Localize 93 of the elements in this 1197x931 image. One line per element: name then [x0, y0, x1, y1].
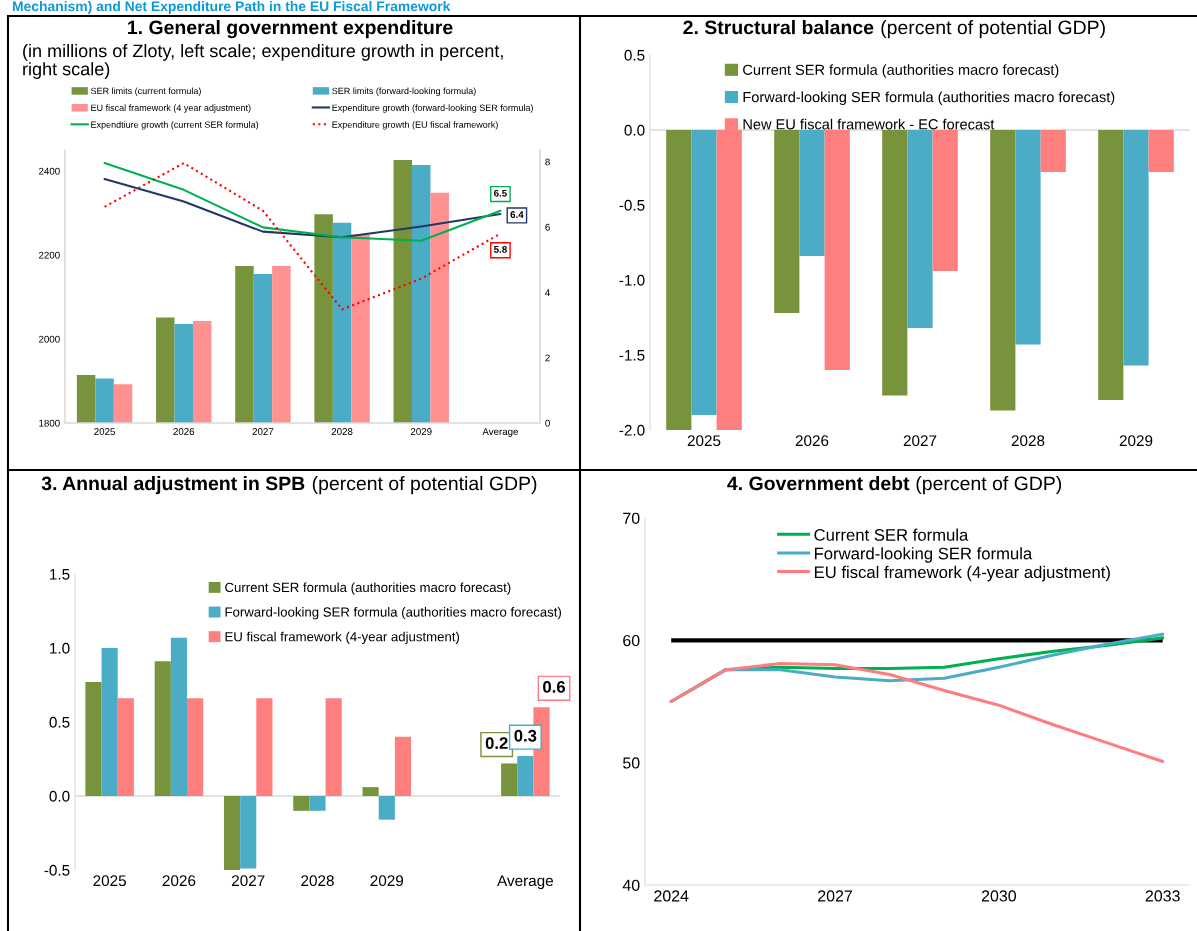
- x-tick-label: 2028: [331, 428, 353, 435]
- x-tick-label: 2029: [1119, 435, 1153, 447]
- legend-label: Forward-looking SER formula (authorities macro forecast): [225, 607, 561, 620]
- legend-label: Current SER formula: [814, 528, 969, 541]
- legend-label: Current SER formula (authorities macro forecast): [743, 64, 1059, 78]
- legend-label: New EU fiscal framework - EC forecast: [743, 118, 995, 130]
- y-tick-label: 2400: [39, 167, 60, 175]
- x-tick-label: 2028: [301, 875, 334, 887]
- y-tick-label: 60: [623, 634, 640, 647]
- y-tick-label: -0.5: [44, 864, 70, 876]
- x-tick-label: 2026: [173, 428, 195, 435]
- legend-label: Expenditure growth (forward-looking SER formula): [332, 104, 533, 113]
- bar: [154, 661, 171, 796]
- x-tick-label: 2026: [795, 435, 829, 447]
- x-tick-label: 2027: [252, 428, 274, 435]
- chart-subtitle: (percent of GDP): [916, 476, 1062, 495]
- legend-label: Current SER formula (authorities macro forecast): [225, 582, 511, 595]
- bar: [85, 682, 102, 796]
- bar: [240, 796, 257, 869]
- x-tick-label: 2029: [410, 428, 432, 435]
- bar: [517, 756, 534, 796]
- legend-label: Expendtiure growth (current SER formula): [91, 121, 259, 130]
- x-tick-label: 2025: [94, 428, 115, 435]
- x-tick-label: 2027: [818, 890, 853, 902]
- y-tick-label: 0.0: [49, 790, 70, 802]
- y-tick-label: 1.0: [50, 642, 70, 654]
- y-tick-label: 0.0: [624, 124, 645, 136]
- y-tick-label: 1.5: [50, 569, 70, 580]
- legend-label: Forward-looking SER formula (authorities macro forecast): [743, 91, 1115, 106]
- x-tick-label: 2033: [1145, 890, 1180, 902]
- data-label: 6.4: [510, 211, 524, 218]
- bar: [362, 787, 379, 796]
- bar: [170, 637, 188, 796]
- y-tick-label: -2.0: [619, 424, 645, 436]
- y-tick-label: -0.5: [619, 199, 645, 211]
- x-tick-label: Average: [482, 428, 519, 437]
- legend-label: EU fiscal framework (4-year adjustment): [225, 631, 460, 644]
- y2-tick-label: 6: [545, 223, 550, 231]
- bar: [293, 796, 310, 811]
- x-tick-label: 2028: [1011, 435, 1045, 447]
- bar: [223, 796, 241, 870]
- data-label: 0.3: [514, 729, 537, 742]
- bar: [501, 763, 518, 796]
- legend-label: EU fiscal framework (4-year adjustment): [814, 565, 1110, 582]
- bar: [309, 796, 326, 811]
- x-tick-label: 2025: [687, 435, 721, 447]
- x-tick-label: 2024: [654, 890, 689, 902]
- chart-title: 3. Annual adjustment in SPB: [41, 476, 305, 495]
- bar: [187, 698, 204, 796]
- bar: [325, 698, 342, 796]
- y2-tick-label: 0: [545, 419, 550, 427]
- y-tick-label: -1.0: [619, 274, 645, 286]
- data-label: 0.2: [485, 737, 508, 750]
- bar: [394, 736, 412, 796]
- x-tick-label: 2030: [981, 890, 1017, 902]
- chart-subtitle: (in millions of Zloty, left scale; expenditure growth in percent, right scale): [23, 44, 503, 79]
- x-tick-label: 2029: [370, 875, 404, 887]
- y-tick-label: 0.5: [49, 716, 70, 728]
- chart-title: 4. Government debt: [727, 476, 910, 491]
- x-tick-label: 2025: [93, 875, 126, 887]
- chart-subtitle: (percent of potential GDP): [312, 476, 537, 495]
- legend-label: EU fiscal framework (4 year adjustment): [91, 104, 251, 113]
- y-tick-label: 70: [623, 512, 640, 524]
- bar: [256, 698, 273, 796]
- y-tick-label: 40: [622, 879, 640, 891]
- chart-subtitle: (percent of potential GDP): [881, 20, 1105, 39]
- legend-label: Expenditure growth (EU fiscal framework): [332, 121, 498, 130]
- y-tick-label: 2200: [39, 251, 60, 259]
- legend-label: SER limits (current formula): [90, 87, 201, 96]
- y-tick-label: 0.5: [624, 49, 645, 61]
- data-label: 6.5: [494, 189, 507, 197]
- bar: [378, 796, 395, 820]
- line-series: [669, 662, 1165, 763]
- legend-label: Forward-looking SER formula: [814, 547, 1033, 563]
- data-label: 5.8: [493, 245, 507, 253]
- bar: [101, 648, 118, 796]
- y-tick-label: 50: [623, 757, 640, 769]
- y-tick-label: 1800: [39, 419, 60, 427]
- y2-tick-label: 4: [545, 289, 550, 296]
- y2-tick-label: 2: [545, 354, 550, 362]
- y-tick-label: -1.5: [619, 350, 645, 361]
- x-tick-label: Average: [497, 875, 553, 890]
- bar: [117, 698, 134, 796]
- x-tick-label: 2027: [231, 875, 265, 887]
- text: Mechanism) and Net Expenditure Path in the EU Fiscal Framework: [12, 1, 451, 14]
- legend-label: SER limits (forward-looking formula): [332, 87, 476, 96]
- y-tick-label: 2000: [39, 335, 60, 343]
- x-tick-label: 2026: [162, 875, 196, 887]
- chart-title: 1. General government expenditure: [128, 20, 453, 39]
- data-label: 0.6: [543, 680, 566, 693]
- x-tick-label: 2027: [903, 435, 937, 447]
- chart-title: 2. Structural balance: [683, 20, 874, 35]
- y2-tick-label: 8: [545, 158, 550, 166]
